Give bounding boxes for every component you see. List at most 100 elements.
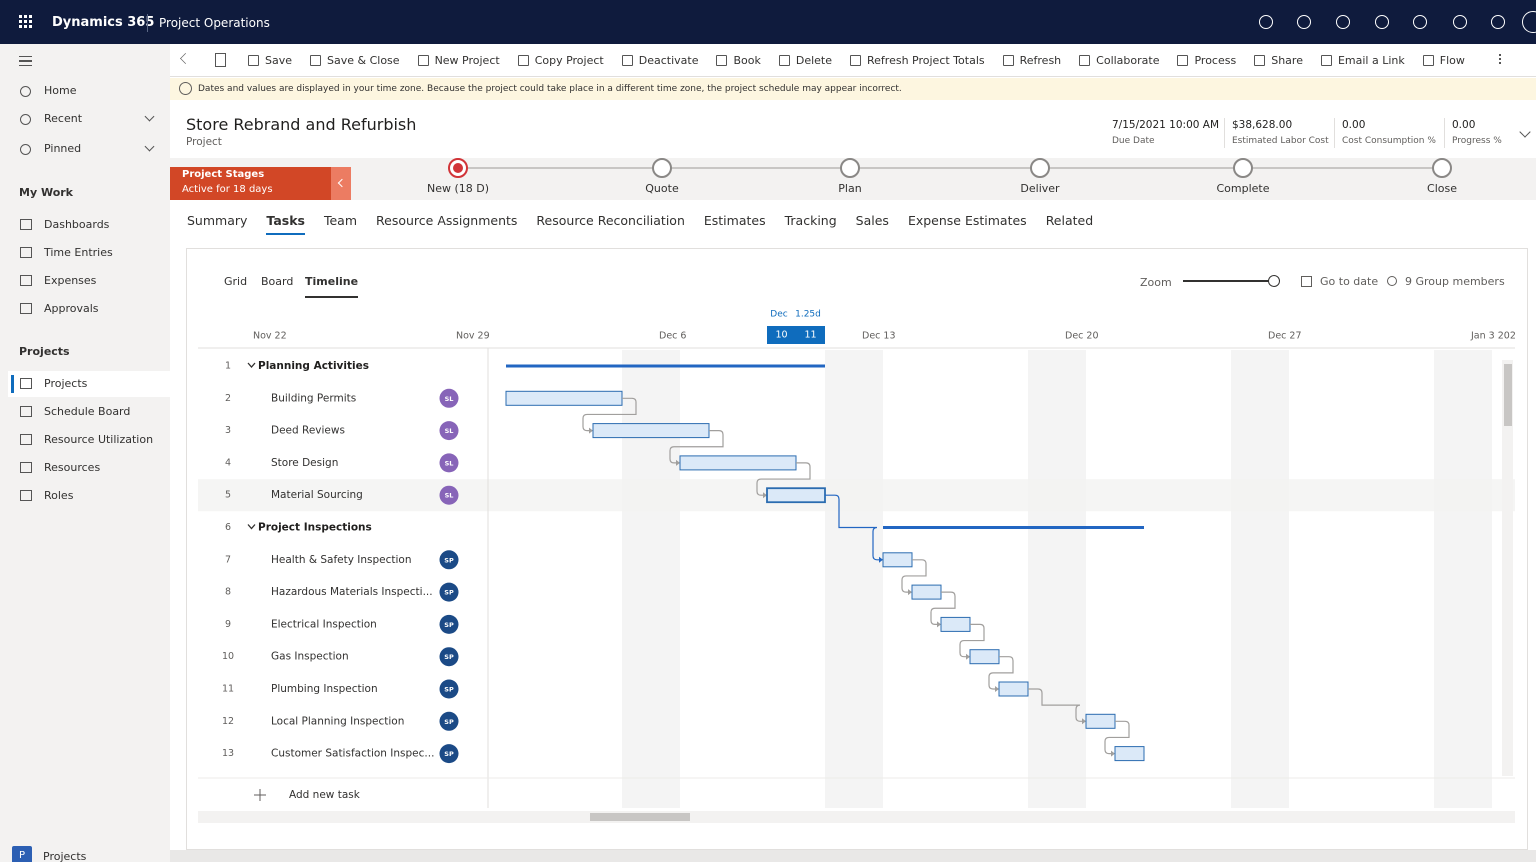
tab[interactable]: Tasks	[266, 213, 305, 235]
tab[interactable]: Team	[323, 213, 358, 228]
stage-circle[interactable]	[1030, 158, 1050, 178]
command-button[interactable]: Process	[1177, 54, 1236, 67]
collapse-chevron[interactable]	[247, 362, 256, 368]
tab[interactable]: Tracking	[784, 213, 837, 228]
stage-label[interactable]: Plan	[838, 182, 862, 195]
command-button[interactable]: Email a Link	[1320, 54, 1405, 67]
goto-date[interactable]: Go to date	[1320, 275, 1379, 288]
tab[interactable]: Expense Estimates	[907, 213, 1027, 228]
stage-label[interactable]: Deliver	[1020, 182, 1060, 195]
command-button[interactable]: Share	[1254, 54, 1303, 67]
nav-item[interactable]: Time Entries	[44, 246, 113, 259]
more-dot[interactable]	[1499, 62, 1501, 64]
task-name[interactable]: Health & Safety Inspection	[271, 554, 412, 566]
nav-item[interactable]: Schedule Board	[44, 405, 131, 418]
task-name[interactable]: Deed Reviews	[271, 425, 345, 437]
nav-item[interactable]: Home	[44, 84, 77, 97]
task-bar[interactable]	[882, 552, 913, 568]
task-name[interactable]: Electrical Inspection	[271, 618, 377, 630]
user-avatar[interactable]	[1522, 11, 1536, 33]
task-name[interactable]: Plumbing Inspection	[271, 683, 378, 695]
add-icon[interactable]	[254, 789, 266, 801]
header-icon[interactable]	[1259, 15, 1273, 29]
nav-item[interactable]: Resource Utilization	[44, 433, 154, 446]
group-members[interactable]: 9 Group members	[1405, 275, 1505, 288]
add-task[interactable]: Add new task	[289, 789, 361, 801]
task-name[interactable]: Gas Inspection	[271, 651, 349, 663]
command-button[interactable]: Refresh	[1002, 54, 1061, 67]
tab[interactable]: Related	[1045, 213, 1094, 228]
task-bar[interactable]	[679, 455, 797, 471]
task-bar[interactable]	[911, 584, 942, 600]
command-button[interactable]: Book	[716, 54, 761, 67]
tab[interactable]: Estimates	[703, 213, 766, 228]
task-name[interactable]: Customer Satisfaction Inspec...	[271, 748, 434, 760]
app-name[interactable]: Dynamics 365	[52, 15, 155, 30]
command-button[interactable]: New Project	[417, 54, 500, 67]
command-button[interactable]: Flow	[1422, 54, 1465, 67]
task-name[interactable]: Hazardous Materials Inspecti...	[271, 586, 433, 598]
summary-name[interactable]: Planning Activities	[258, 360, 369, 372]
command-button[interactable]: Save	[248, 54, 292, 67]
header-icon[interactable]	[1297, 15, 1311, 29]
task-name[interactable]: Store Design	[271, 457, 338, 469]
task-bar[interactable]	[998, 681, 1029, 697]
task-name[interactable]: Material Sourcing	[271, 489, 363, 501]
form-icon[interactable]	[215, 53, 226, 67]
tab[interactable]: Summary	[187, 213, 248, 228]
task-bar[interactable]	[505, 390, 623, 406]
more-dot[interactable]	[1499, 58, 1501, 60]
view-switch[interactable]: Timeline	[305, 275, 359, 298]
stage-label[interactable]: Complete	[1216, 182, 1270, 195]
v-scroll-thumb[interactable]	[1504, 364, 1512, 426]
command-button[interactable]: Deactivate	[621, 54, 698, 67]
nav-item[interactable]: Pinned	[44, 142, 82, 155]
task-bar[interactable]	[940, 616, 971, 632]
stage-circle[interactable]	[840, 158, 860, 178]
tab[interactable]: Resource Reconciliation	[536, 213, 685, 228]
stage-circle[interactable]	[1233, 158, 1253, 178]
command-button[interactable]: Save & Close	[310, 54, 400, 67]
task-bar[interactable]	[969, 649, 1000, 665]
tab[interactable]: Resource Assignments	[376, 213, 518, 228]
command-button[interactable]: Collaborate	[1079, 54, 1159, 67]
zoom-track[interactable]	[1183, 280, 1275, 282]
stage-label[interactable]: Close	[1427, 182, 1457, 195]
command-button[interactable]: Refresh Project Totals	[850, 54, 985, 67]
header-icon[interactable]	[1336, 15, 1350, 29]
nav-item[interactable]: Recent	[44, 112, 83, 125]
summary-name[interactable]: Project Inspections	[258, 522, 372, 534]
app-launcher[interactable]	[19, 15, 33, 29]
command-button[interactable]: Copy Project	[517, 54, 604, 67]
header-icon[interactable]	[1413, 15, 1427, 29]
nav-item[interactable]: Expenses	[44, 274, 97, 287]
command-button[interactable]: Delete	[778, 54, 832, 67]
area-label[interactable]: Projects	[43, 850, 87, 862]
task-bar[interactable]	[766, 487, 826, 504]
nav-toggle[interactable]	[19, 56, 32, 66]
nav-item[interactable]: Approvals	[44, 302, 99, 315]
tab[interactable]: Sales	[855, 213, 889, 228]
nav-item[interactable]: Projects	[44, 377, 88, 390]
task-name[interactable]: Local Planning Inspection	[271, 715, 404, 727]
stage-label[interactable]: Quote	[645, 182, 679, 195]
stage-panel[interactable]	[170, 167, 331, 200]
collapse-chevron[interactable]	[247, 524, 256, 530]
header-icon[interactable]	[1491, 15, 1505, 29]
nav-item[interactable]: Dashboards	[44, 218, 110, 231]
more-dot[interactable]	[1499, 54, 1501, 56]
task-bar[interactable]	[592, 423, 710, 439]
header-icon[interactable]	[1375, 15, 1389, 29]
header-icon[interactable]	[1453, 15, 1467, 29]
view-switch[interactable]: Board	[261, 275, 294, 288]
stage-circle[interactable]	[652, 158, 672, 178]
stage-collapse[interactable]	[331, 167, 351, 200]
view-switch[interactable]: Grid	[224, 275, 248, 288]
h-scroll-thumb[interactable]	[590, 813, 690, 821]
area-icon[interactable]: P	[12, 846, 32, 862]
stage-circle[interactable]	[1432, 158, 1452, 178]
task-name[interactable]: Building Permits	[271, 392, 356, 404]
task-bar[interactable]	[1114, 746, 1145, 762]
stage-label[interactable]: New (18 D)	[426, 182, 490, 195]
nav-item[interactable]: Resources	[44, 461, 101, 474]
